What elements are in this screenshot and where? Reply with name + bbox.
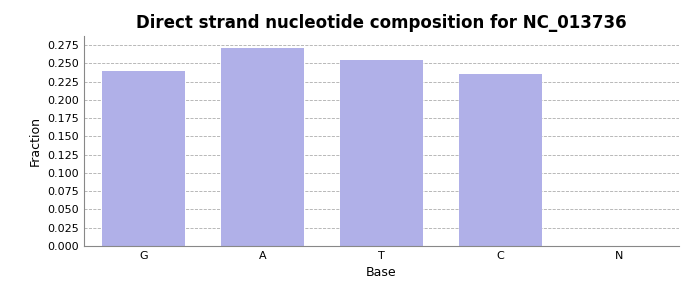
X-axis label: Base: Base — [366, 266, 397, 279]
Y-axis label: Fraction: Fraction — [29, 116, 42, 166]
Bar — [102, 71, 185, 246]
Bar — [459, 74, 542, 246]
Bar — [340, 60, 423, 246]
Title: Direct strand nucleotide composition for NC_013736: Direct strand nucleotide composition for… — [136, 14, 626, 32]
Bar — [221, 48, 304, 246]
